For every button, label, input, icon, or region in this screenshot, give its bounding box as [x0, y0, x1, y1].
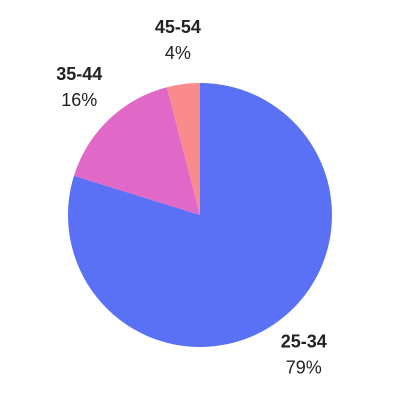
- pie-slice: [73, 87, 200, 215]
- slice-label: 45-54: [155, 17, 201, 37]
- slice-label: 35-44: [56, 64, 102, 84]
- slice-label: 25-34: [281, 332, 327, 352]
- slice-value-label: 4%: [165, 43, 191, 63]
- slice-value-label: 16%: [61, 90, 97, 110]
- slice-value-label: 79%: [286, 358, 322, 378]
- pie-slice: [166, 83, 200, 215]
